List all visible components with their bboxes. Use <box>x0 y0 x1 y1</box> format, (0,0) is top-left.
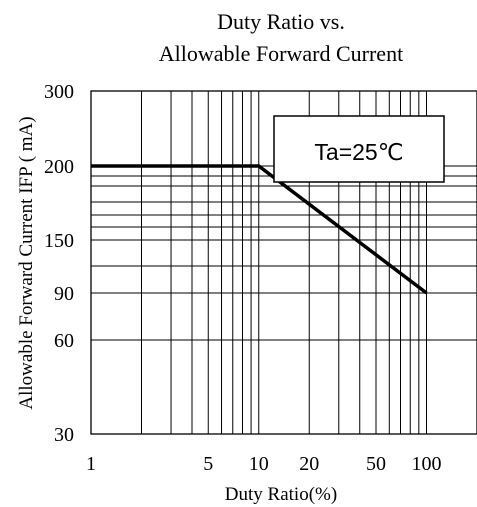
chart-title-line-1: Duty Ratio vs. <box>217 9 345 34</box>
x-tick-label: 10 <box>249 453 269 475</box>
x-axis-label: Duty Ratio(%) <box>225 484 337 505</box>
annotation-box <box>273 115 445 183</box>
annotation-label: Ta=25℃ <box>314 139 403 165</box>
chart-title-line-2: Allowable Forward Current <box>159 41 403 66</box>
y-tick-label: 90 <box>54 283 74 305</box>
series-line <box>91 164 428 295</box>
series <box>91 164 428 295</box>
y-tick-label: 300 <box>44 81 74 103</box>
x-tick-label: 5 <box>203 453 213 475</box>
tick-labels: 1 5 10 20 50 100 30 60 90 150 200 300 <box>44 81 442 475</box>
x-tick-label: 20 <box>299 453 319 475</box>
y-axis-label: Allowable Forward Current IFP ( mA) <box>16 116 37 409</box>
y-tick-label: 60 <box>54 330 74 352</box>
x-tick-label: 1 <box>86 453 96 475</box>
x-tick-label: 100 <box>412 453 442 475</box>
plot-frame <box>90 90 477 435</box>
y-tick-label: 150 <box>44 230 74 252</box>
x-tick-label: 50 <box>366 453 386 475</box>
y-tick-label: 30 <box>54 424 74 446</box>
y-tick-label: 200 <box>44 156 74 178</box>
